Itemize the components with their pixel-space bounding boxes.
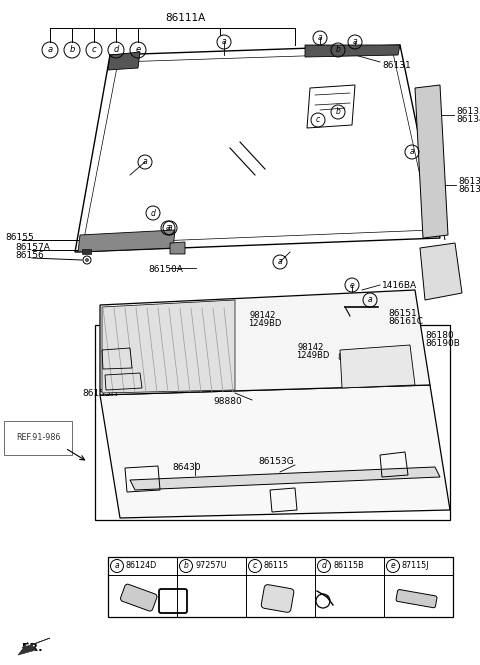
Bar bbox=[95, 325, 450, 520]
Text: 86133: 86133 bbox=[456, 108, 480, 116]
Text: d: d bbox=[113, 45, 119, 55]
Text: 98142: 98142 bbox=[250, 311, 276, 319]
Text: d: d bbox=[151, 209, 156, 217]
Polygon shape bbox=[170, 242, 185, 254]
Text: 86153G: 86153G bbox=[258, 458, 294, 467]
Text: 86161C: 86161C bbox=[388, 317, 423, 325]
Text: b: b bbox=[336, 45, 340, 55]
Text: 86111A: 86111A bbox=[165, 13, 205, 23]
Circle shape bbox=[85, 258, 89, 262]
Text: 86156: 86156 bbox=[15, 251, 44, 261]
Text: a: a bbox=[278, 257, 282, 267]
Text: 87115J: 87115J bbox=[402, 561, 430, 571]
Text: c: c bbox=[253, 561, 257, 571]
Polygon shape bbox=[340, 345, 415, 388]
Text: a: a bbox=[318, 33, 322, 43]
Text: 98880: 98880 bbox=[213, 398, 242, 406]
Text: a: a bbox=[166, 223, 170, 233]
Text: 1249BD: 1249BD bbox=[296, 352, 329, 360]
Polygon shape bbox=[18, 638, 50, 655]
Text: e: e bbox=[135, 45, 141, 55]
FancyBboxPatch shape bbox=[396, 590, 437, 608]
Polygon shape bbox=[100, 385, 450, 518]
Text: a: a bbox=[410, 148, 414, 156]
Text: c: c bbox=[316, 116, 320, 124]
Text: 1416BA: 1416BA bbox=[382, 281, 417, 291]
Text: 86180: 86180 bbox=[425, 331, 454, 340]
Text: b: b bbox=[183, 561, 189, 571]
Bar bbox=[108, 557, 453, 617]
Text: 86430: 86430 bbox=[172, 462, 201, 471]
Text: 1249BD: 1249BD bbox=[248, 319, 281, 327]
Text: c: c bbox=[92, 45, 96, 55]
Text: d: d bbox=[322, 561, 326, 571]
Text: 86153H: 86153H bbox=[82, 388, 118, 398]
Text: 86150A: 86150A bbox=[148, 265, 183, 273]
Polygon shape bbox=[102, 300, 235, 393]
Text: a: a bbox=[48, 45, 53, 55]
Polygon shape bbox=[100, 290, 430, 395]
Text: e: e bbox=[349, 281, 354, 289]
Bar bbox=[82, 249, 91, 254]
FancyBboxPatch shape bbox=[120, 584, 157, 611]
Text: 86139: 86139 bbox=[458, 186, 480, 194]
Text: 86153: 86153 bbox=[337, 354, 366, 362]
Text: 86124D: 86124D bbox=[126, 561, 157, 571]
Polygon shape bbox=[415, 85, 448, 238]
Text: b: b bbox=[69, 45, 75, 55]
Text: 86131: 86131 bbox=[382, 61, 411, 70]
Polygon shape bbox=[420, 243, 462, 300]
Polygon shape bbox=[108, 52, 140, 70]
Text: 98142: 98142 bbox=[297, 344, 324, 352]
Text: 86115B: 86115B bbox=[333, 561, 364, 571]
Text: 97257U: 97257U bbox=[195, 561, 227, 571]
Text: a: a bbox=[143, 158, 147, 166]
FancyBboxPatch shape bbox=[261, 585, 294, 612]
Text: 86151: 86151 bbox=[388, 309, 417, 317]
Text: b: b bbox=[336, 108, 340, 116]
Text: 86134: 86134 bbox=[456, 116, 480, 124]
Polygon shape bbox=[78, 230, 175, 252]
Text: a: a bbox=[368, 295, 372, 305]
Text: 86115: 86115 bbox=[264, 561, 289, 571]
Text: FR.: FR. bbox=[22, 643, 43, 653]
Text: 86138: 86138 bbox=[458, 178, 480, 186]
Text: 86157A: 86157A bbox=[15, 243, 50, 251]
Text: a: a bbox=[353, 37, 357, 47]
Text: 86190B: 86190B bbox=[425, 338, 460, 348]
Text: e: e bbox=[391, 561, 396, 571]
Polygon shape bbox=[130, 467, 440, 490]
Text: REF.91-986: REF.91-986 bbox=[16, 434, 60, 442]
Text: a: a bbox=[222, 37, 226, 47]
Text: a: a bbox=[115, 561, 120, 571]
Polygon shape bbox=[305, 45, 400, 57]
Text: 86155: 86155 bbox=[5, 233, 34, 241]
Text: a: a bbox=[168, 223, 172, 233]
